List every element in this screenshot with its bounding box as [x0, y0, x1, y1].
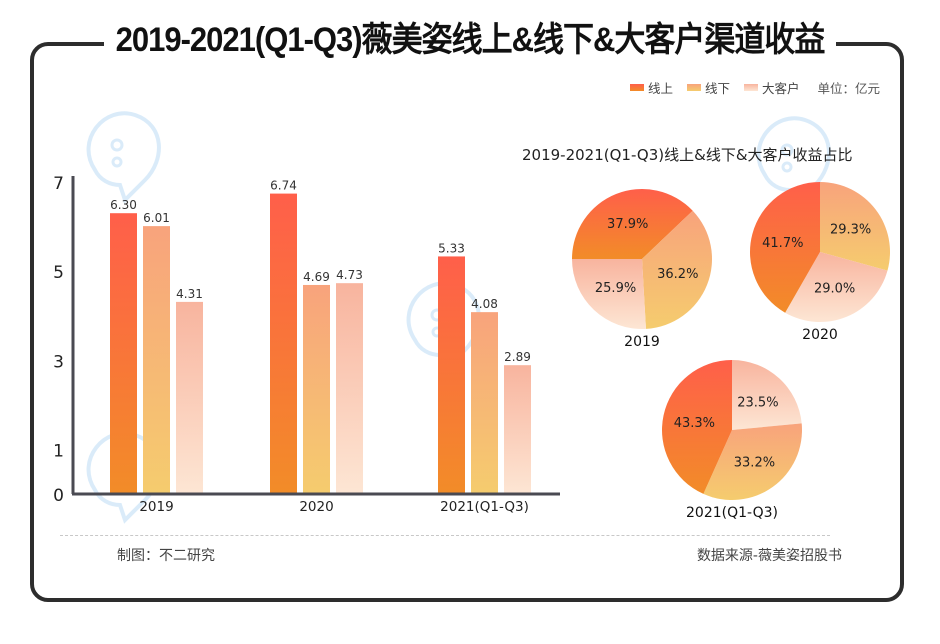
bar-online-0	[110, 213, 137, 494]
pie-slice-label: 37.9%	[607, 217, 648, 232]
pie-chart-2020: 29.3% 29.0% 41.7% 2020	[749, 182, 890, 343]
legend-item-online: 线上	[629, 78, 673, 97]
pie-chart-2019: 37.9% 36.2% 25.9% 2019	[572, 189, 712, 350]
footer-credit: 制图：不二研究	[117, 548, 215, 564]
unit-label: 单位：亿元	[817, 81, 880, 96]
bar-key-account-2	[504, 365, 531, 494]
watermark-logo-icon	[756, 116, 831, 209]
pie-slice-key-account	[785, 252, 888, 323]
bar-value-label: 4.08	[471, 297, 498, 311]
pie-section-title: 2019-2021(Q1-Q3)线上&线下&大客户收益占比	[522, 146, 853, 164]
bar-key-account-0	[176, 301, 203, 494]
pie-slice-label: 23.5%	[737, 396, 778, 411]
bar-online-2	[438, 256, 465, 494]
bar-value-label: 2.89	[504, 350, 531, 364]
watermark-logo-icon	[86, 111, 161, 204]
pie-slice-key-account	[572, 259, 646, 330]
x-tick-label: 2020	[299, 499, 333, 515]
bar-value-label: 4.31	[176, 287, 203, 301]
pie-title: 2020	[802, 327, 838, 343]
y-tick-label: 5	[53, 263, 64, 283]
x-tick-label: 2021(Q1-Q3)	[440, 499, 529, 515]
pie-slice-key-account	[732, 360, 802, 430]
y-tick-label: 0	[53, 486, 64, 506]
pie-slice-label: 25.9%	[595, 281, 636, 296]
legend-label-offline: 线下	[704, 81, 730, 96]
bar-value-label: 4.69	[303, 270, 330, 284]
pie-slice-offline	[642, 210, 712, 329]
bar-value-label: 6.01	[143, 211, 170, 225]
bar-key-account-1	[336, 283, 363, 494]
pie-title: 2019	[624, 334, 660, 350]
bar-offline-2	[471, 312, 498, 494]
pie-slice-label: 29.0%	[814, 282, 855, 297]
legend: 线上 线下 大客户 单位：亿元	[616, 78, 880, 97]
bar-value-label: 6.30	[110, 198, 137, 212]
pie-slice-offline	[820, 182, 890, 271]
pie-slice-label: 29.3%	[830, 223, 871, 238]
pie-slice-label: 36.2%	[657, 267, 698, 282]
y-tick-label: 3	[53, 352, 64, 372]
pie-slice-online	[572, 189, 693, 259]
pie-slice-online	[662, 360, 732, 494]
pie-title: 2021(Q1-Q3)	[686, 505, 778, 521]
bar-offline-1	[303, 284, 330, 494]
footer-divider	[60, 535, 830, 536]
pie-slice-label: 33.2%	[734, 455, 775, 470]
y-tick-label: 7	[53, 174, 64, 194]
page-title: 2019-2021(Q1-Q3)薇美姿线上&线下&大客户渠道收益	[103, 13, 837, 67]
pie-slice-offline	[703, 423, 802, 500]
legend-swatch-online	[629, 84, 644, 91]
bar-online-1	[270, 193, 297, 495]
legend-label-key-account: 大客户	[761, 81, 800, 96]
footer-source: 数据来源-薇美姿招股书	[696, 548, 842, 564]
pie-chart-2021(Q1-Q3): 23.5% 33.2% 43.3% 2021(Q1-Q3)	[662, 360, 802, 521]
pie-slice-online	[749, 182, 820, 313]
legend-swatch-key-account	[743, 84, 758, 91]
pie-slice-label: 41.7%	[762, 236, 803, 251]
legend-swatch-offline	[686, 84, 701, 91]
title-wrap: 2019-2021(Q1-Q3)薇美姿线上&线下&大客户渠道收益	[0, 13, 940, 67]
bar-value-label: 4.73	[336, 268, 363, 282]
legend-item-key-account: 大客户	[743, 78, 800, 97]
legend-item-offline: 线下	[686, 78, 730, 97]
legend-label-online: 线上	[647, 81, 673, 96]
pie-slice-label: 43.3%	[674, 416, 715, 431]
y-tick-label: 1	[53, 441, 64, 461]
x-tick-label: 2019	[139, 499, 173, 515]
bar-value-label: 5.33	[438, 241, 465, 255]
bar-value-label: 6.74	[270, 179, 297, 193]
bar-offline-0	[143, 226, 170, 494]
